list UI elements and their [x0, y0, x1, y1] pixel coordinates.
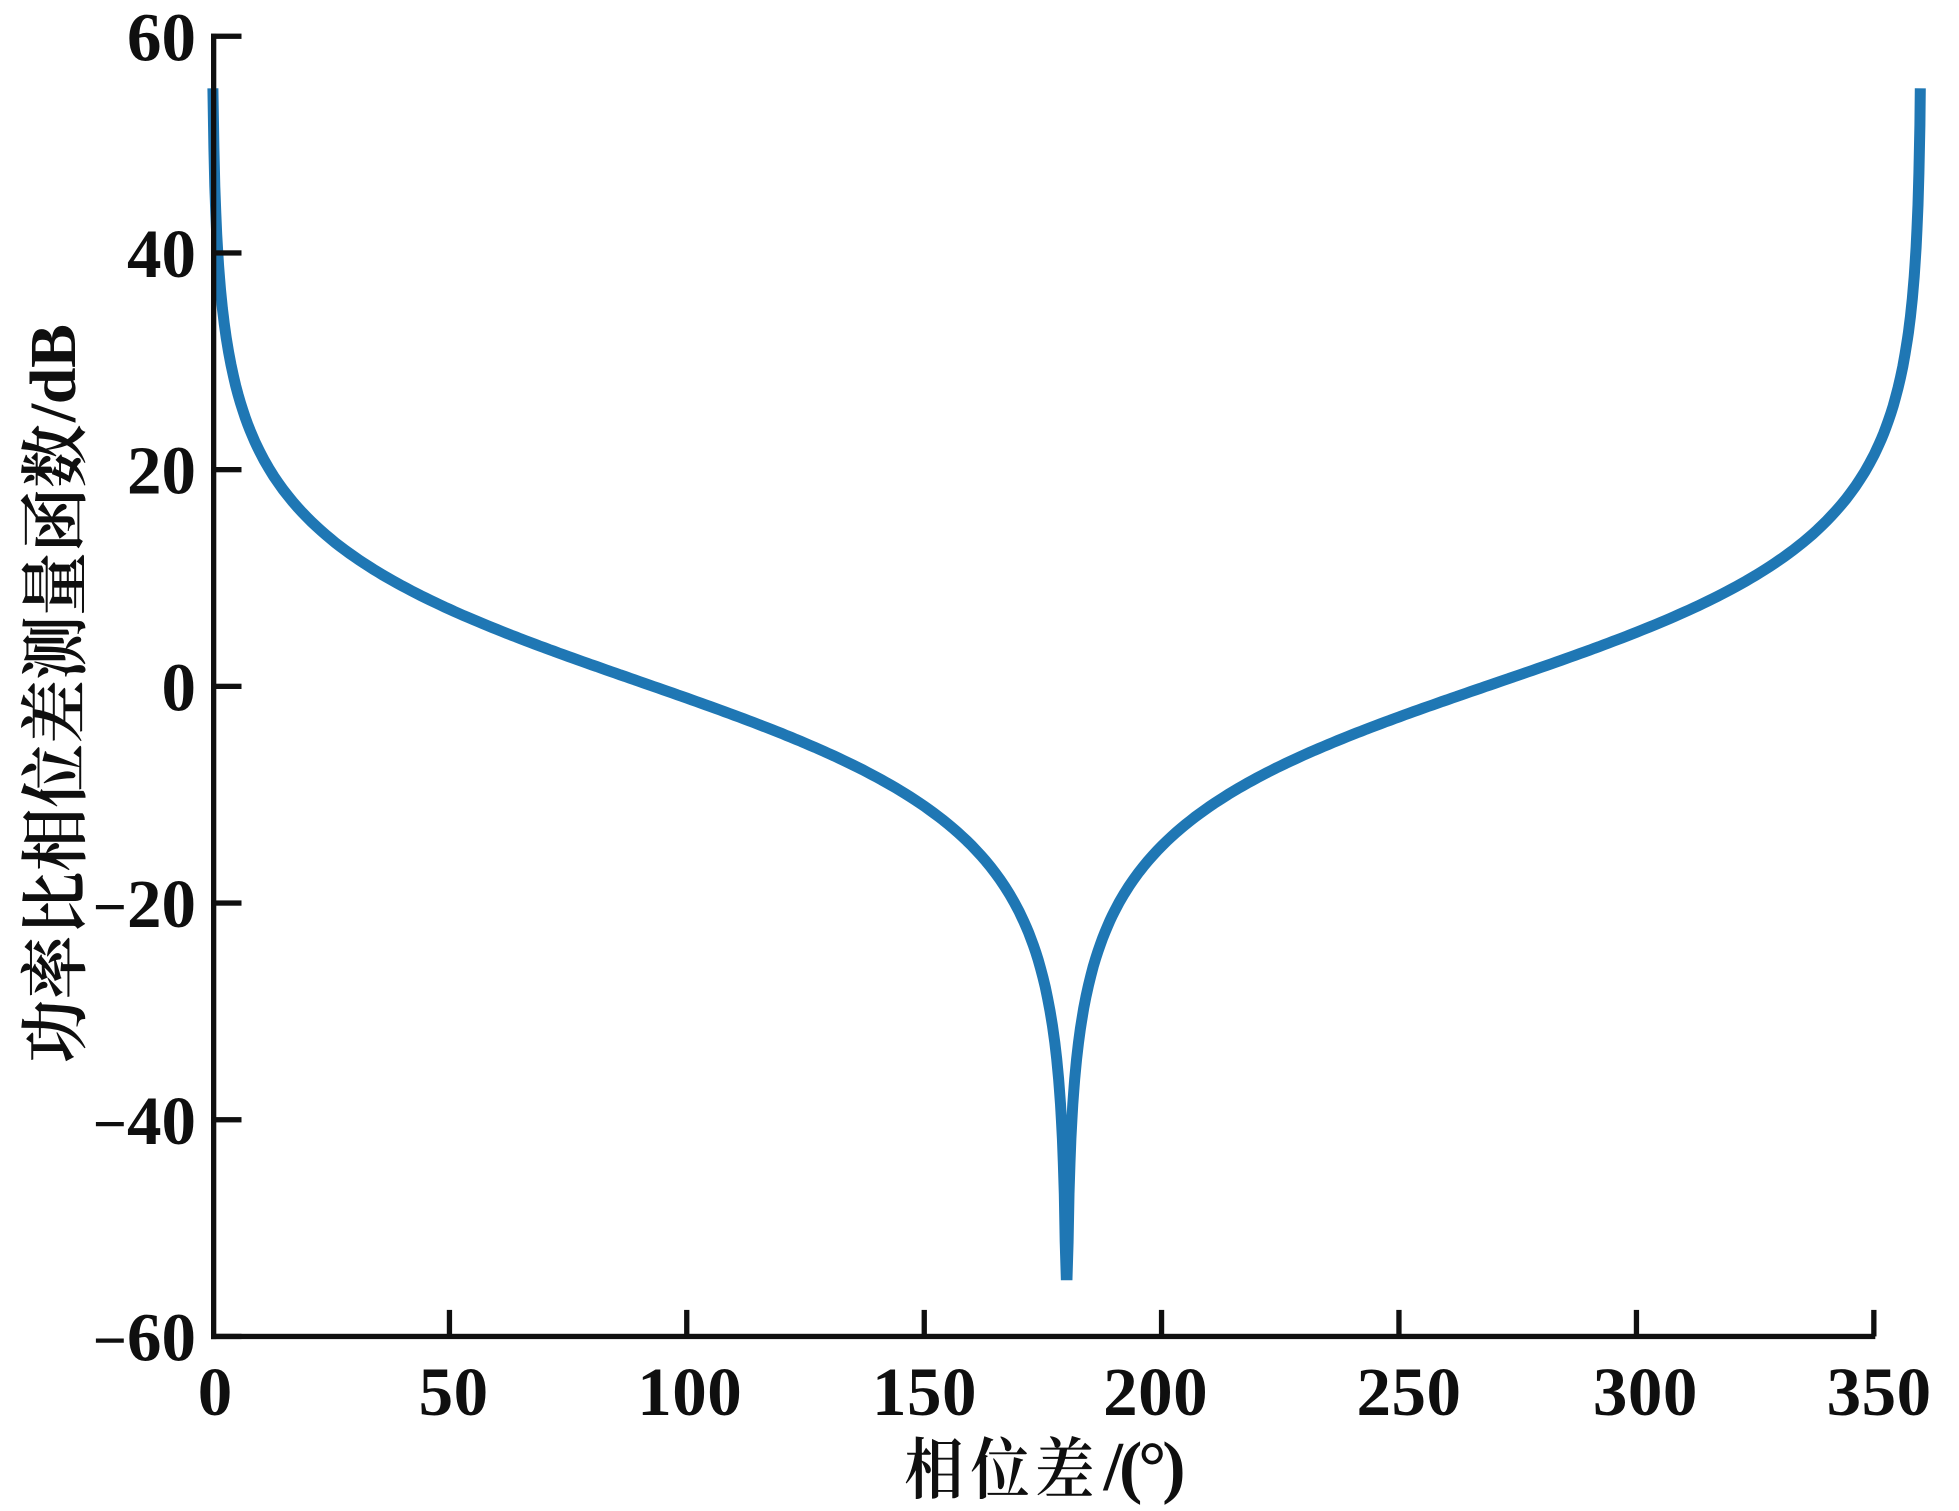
- svg-text:40: 40: [127, 216, 196, 292]
- svg-text:60: 60: [127, 0, 196, 75]
- svg-text:−40: −40: [93, 1083, 196, 1159]
- svg-text:/dB: /dB: [17, 325, 90, 424]
- svg-text:20: 20: [127, 433, 196, 509]
- svg-text:/(°): /(°): [1103, 1429, 1184, 1506]
- svg-text:50: 50: [419, 1354, 489, 1430]
- svg-text:−60: −60: [93, 1300, 196, 1376]
- svg-text:250: 250: [1357, 1354, 1462, 1430]
- svg-text:350: 350: [1827, 1354, 1932, 1430]
- svg-text:300: 300: [1593, 1354, 1698, 1430]
- svg-text:200: 200: [1103, 1354, 1208, 1430]
- svg-text:0: 0: [162, 649, 197, 725]
- svg-text:0: 0: [198, 1354, 233, 1430]
- svg-text:−20: −20: [93, 866, 196, 942]
- svg-text:150: 150: [872, 1354, 977, 1430]
- svg-text:100: 100: [637, 1354, 742, 1430]
